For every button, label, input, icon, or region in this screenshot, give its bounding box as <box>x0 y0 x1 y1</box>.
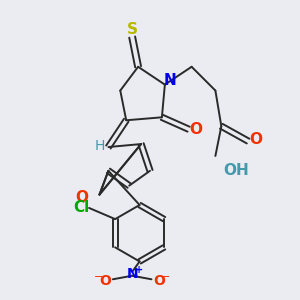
Text: O: O <box>75 190 88 205</box>
Text: +: + <box>135 265 143 275</box>
Text: N: N <box>126 267 138 281</box>
Text: N: N <box>164 73 177 88</box>
Text: O: O <box>153 274 165 288</box>
Text: −: − <box>161 272 170 282</box>
Text: Cl: Cl <box>74 200 90 215</box>
Text: O: O <box>190 122 202 137</box>
Text: H: H <box>94 139 105 152</box>
Text: −: − <box>94 272 104 282</box>
Text: O: O <box>100 274 111 288</box>
Text: O: O <box>249 132 262 147</box>
Text: S: S <box>127 22 138 37</box>
Text: OH: OH <box>223 163 249 178</box>
